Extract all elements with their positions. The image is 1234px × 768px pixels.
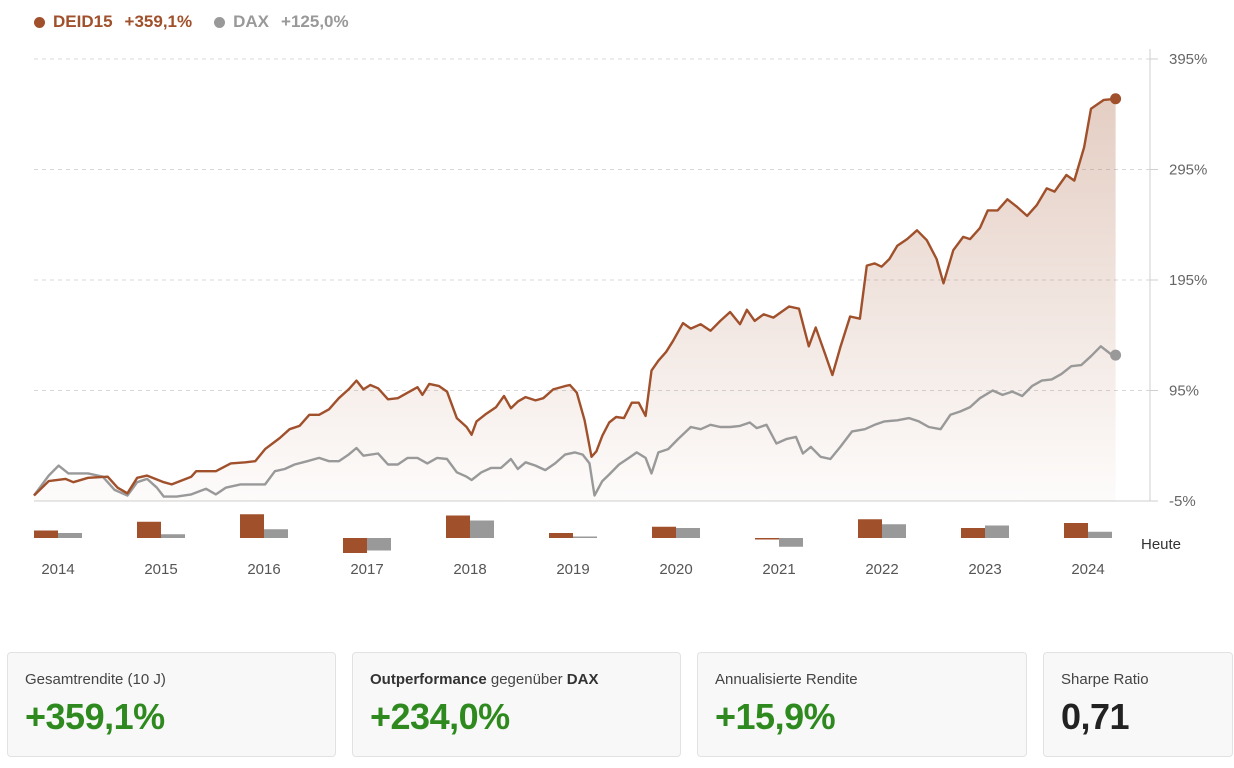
x-year-label: 2019 <box>556 561 589 578</box>
card-total-return: Gesamtrendite (10 J) +359,1% <box>7 652 336 757</box>
deid15-series-line <box>33 97 1116 497</box>
annual-bar-dax-2020 <box>676 528 700 538</box>
y-tick-label: 395% <box>1169 51 1207 68</box>
dax-series-line <box>33 345 1116 498</box>
card-outperformance-label-mid: gegenüber <box>486 671 567 688</box>
x-year-label: 2021 <box>762 561 795 578</box>
annual-bar-dax-2016 <box>264 529 288 538</box>
card-total-return-label: Gesamtrendite (10 J) <box>25 671 166 688</box>
card-sharpe-ratio-value: 0,71 <box>1061 696 1130 737</box>
annual-bar-deid15-2018 <box>446 515 470 538</box>
deid15-area <box>34 98 1116 502</box>
x-year-label: 2016 <box>247 561 280 578</box>
annual-bar-dax-2015 <box>161 534 185 538</box>
legend-dax-value: +125,0% <box>281 12 349 31</box>
annual-bar-dax-2022 <box>882 524 906 538</box>
annual-bar-dax-2021 <box>779 538 803 547</box>
y-tick-label: 95% <box>1169 383 1199 400</box>
dax-marker-icon <box>214 16 226 28</box>
y-tick-label: -5% <box>1169 493 1196 510</box>
card-outperformance: Outperformance gegenüber DAX +234,0% <box>352 652 681 757</box>
annual-bar-deid15-2021 <box>755 538 779 540</box>
annual-bar-deid15-2016 <box>240 514 264 538</box>
annual-bar-deid15-2022 <box>858 519 882 538</box>
deid15-end-point <box>1110 93 1122 105</box>
performance-chart: 395% 295% 195% 95% -5% 2014 2015 2016 2017 2018 20… <box>33 49 1207 578</box>
annual-bar-deid15-2024 <box>1064 523 1088 538</box>
annual-bar-deid15-2019 <box>549 533 573 538</box>
annual-bar-dax-2024 <box>1088 531 1112 538</box>
card-outperformance-value: +234,0% <box>370 696 510 737</box>
card-total-return-value: +359,1% <box>25 696 165 737</box>
legend-item-dax[interactable]: DAX +125,0% <box>214 12 349 32</box>
x-year-label: 2022 <box>865 561 898 578</box>
annual-bar-deid15-2023 <box>961 528 985 538</box>
annual-bar-dax-2019 <box>573 536 597 538</box>
card-annualized-return: Annualisierte Rendite +15,9% <box>697 652 1027 757</box>
annual-bar-dax-2018 <box>470 520 494 538</box>
annual-bar-dax-2017 <box>367 538 391 551</box>
card-annualized-return-value: +15,9% <box>715 696 836 737</box>
chart-legend: DEID15 +359,1% DAX +125,0% <box>34 12 349 32</box>
x-year-label: 2018 <box>453 561 486 578</box>
card-outperformance-label-bold: Outperformance <box>370 671 487 688</box>
x-year-label: 2024 <box>1071 561 1104 578</box>
annual-bar-dax-2023 <box>985 525 1009 538</box>
x-year-label: 2020 <box>659 561 692 578</box>
card-outperformance-label: Outperformance gegenüber DAX <box>370 671 663 688</box>
y-tick-label: 295% <box>1169 162 1207 179</box>
deid15-marker-icon <box>34 16 45 28</box>
stats-cards: Gesamtrendite (10 J) +359,1% Outperforma… <box>7 652 1233 757</box>
today-label: Heute <box>1141 536 1181 553</box>
annual-bar-deid15-2015 <box>137 521 161 538</box>
x-year-label: 2015 <box>144 561 177 578</box>
x-year-label: 2017 <box>350 561 383 578</box>
card-sharpe-ratio-label: Sharpe Ratio <box>1061 671 1149 688</box>
card-annualized-return-label: Annualisierte Rendite <box>715 671 858 688</box>
dax-end-point <box>1110 349 1122 361</box>
y-tick-label: 195% <box>1169 272 1207 289</box>
legend-deid15-value: +359,1% <box>124 12 193 31</box>
annual-bar-dax-2014 <box>58 533 82 538</box>
legend-item-deid15[interactable]: DEID15 +359,1% <box>34 12 192 32</box>
legend-dax-name: DAX <box>233 12 270 31</box>
annual-bar-deid15-2020 <box>652 526 676 538</box>
annual-bar-deid15-2014 <box>34 530 58 538</box>
x-year-label: 2023 <box>968 561 1001 578</box>
x-year-label: 2014 <box>41 561 74 578</box>
card-outperformance-label-benchmark: DAX <box>566 671 599 688</box>
legend-deid15-name: DEID15 <box>53 12 113 31</box>
card-sharpe-ratio: Sharpe Ratio 0,71 <box>1043 652 1233 757</box>
annual-bar-deid15-2017 <box>343 538 367 553</box>
